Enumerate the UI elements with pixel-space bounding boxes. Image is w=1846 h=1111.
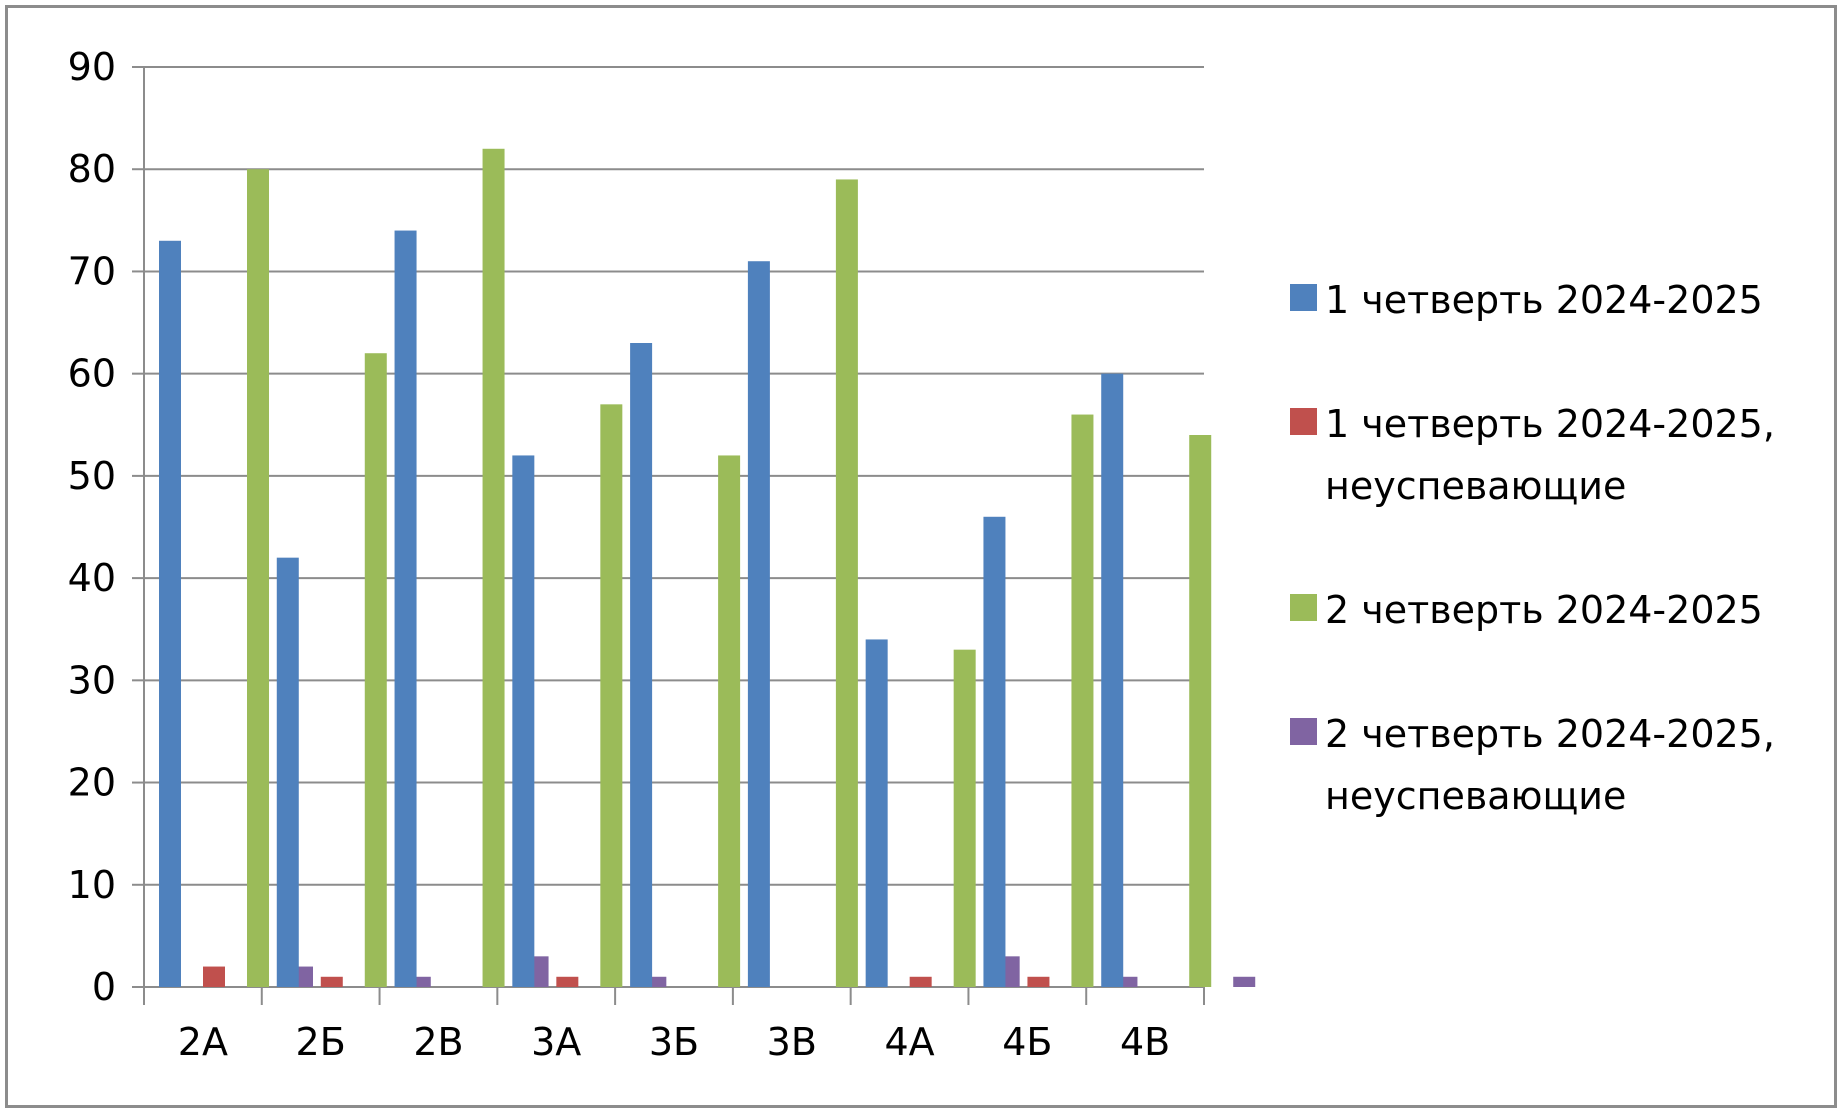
y-tick-label: 90 [68, 45, 116, 89]
bar [953, 649, 976, 987]
bar [1189, 435, 1212, 987]
y-tick-label: 20 [68, 761, 116, 805]
y-tick-labels: 0 10 20 30 40 50 60 70 80 90 [68, 45, 116, 1009]
legend-label: 2 четверть 2024-2025 [1325, 588, 1763, 632]
x-tick-label: 4Б [1002, 1020, 1052, 1064]
bar [644, 976, 667, 987]
bar [276, 557, 299, 987]
y-tick-label: 70 [68, 249, 116, 293]
x-tick-label: 4В [1120, 1020, 1170, 1064]
bar [909, 976, 932, 987]
legend-label: 1 четверть 2024-2025 [1325, 278, 1763, 322]
legend-swatch [1290, 594, 1317, 621]
bars [159, 148, 1256, 988]
bar [983, 516, 1006, 987]
x-tick-label: 2В [413, 1020, 463, 1064]
legend-label: неуспевающие [1325, 774, 1626, 818]
legend-swatch [1290, 284, 1317, 311]
legend-label: 1 четверть 2024-2025, [1325, 402, 1775, 446]
bar [1233, 976, 1256, 987]
x-tick-label: 4А [884, 1020, 934, 1064]
bar [556, 976, 579, 987]
legend-label: неуспевающие [1325, 464, 1626, 508]
bar [1027, 976, 1050, 987]
bar [600, 404, 623, 987]
y-tick-label: 80 [68, 147, 116, 191]
chart-frame [5, 5, 1837, 1108]
bar [364, 353, 387, 987]
legend-label: 2 четверть 2024-2025, [1325, 712, 1775, 756]
bar [247, 169, 269, 987]
bar [512, 455, 535, 987]
bar [203, 966, 225, 987]
legend-swatch [1290, 718, 1317, 745]
bar [1101, 373, 1124, 988]
legend: 1 четверть 2024-2025 1 четверть 2024-2025… [1290, 278, 1775, 818]
y-tick-label: 10 [68, 863, 116, 907]
x-tick-label: 3Б [649, 1020, 699, 1064]
gridlines [144, 66, 1204, 886]
bar [320, 976, 343, 987]
y-tick-label: 50 [68, 454, 116, 498]
bar [630, 343, 653, 987]
bar [408, 976, 431, 987]
legend-swatch [1290, 408, 1317, 435]
x-tick-label: 2Б [296, 1020, 346, 1064]
bar [1115, 976, 1138, 987]
bar [394, 230, 417, 988]
x-tick-label: 3А [531, 1020, 581, 1064]
bar [865, 639, 888, 987]
y-tick-label: 60 [68, 352, 116, 396]
y-tick-label: 30 [68, 658, 116, 702]
y-tick-label: 40 [68, 556, 116, 600]
bar [1071, 414, 1094, 987]
x-tick-label: 3В [767, 1020, 817, 1064]
bar [718, 455, 741, 987]
x-tick-labels: 2А 2Б 2В 3А 3Б 3В 4А 4Б 4В [178, 1020, 1170, 1064]
bar [482, 148, 505, 987]
y-tick-label: 0 [92, 965, 116, 1009]
bar [747, 261, 770, 987]
bar [835, 179, 858, 987]
x-tick-label: 2А [178, 1020, 228, 1064]
bar [159, 240, 181, 987]
axes [132, 66, 1205, 1005]
